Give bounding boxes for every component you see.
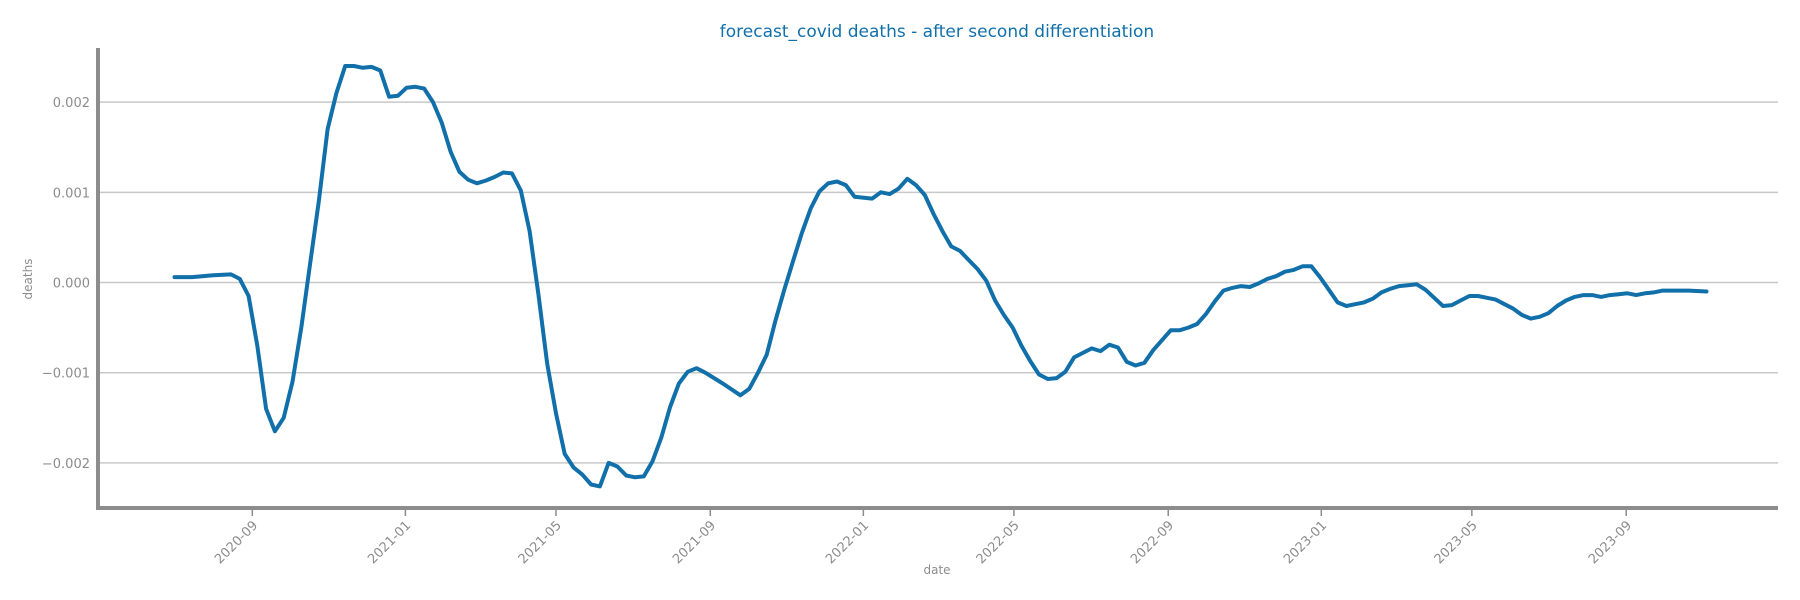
series-line	[172, 64, 1709, 489]
y-tick-labels: 0.002 0.001 0.000 −0.001 −0.002	[42, 96, 90, 472]
y-axis-label: deaths	[21, 259, 35, 300]
y-tick-label: −0.001	[42, 367, 90, 382]
chart-title: forecast_covid deaths - after second dif…	[720, 22, 1154, 42]
axes-layer	[96, 48, 1778, 516]
y-tick-label: 0.000	[53, 277, 90, 292]
y-tick-label: −0.002	[42, 457, 90, 472]
series-layer	[172, 64, 1709, 489]
x-axis-label: date	[923, 563, 950, 577]
y-tick-label: 0.002	[53, 96, 90, 111]
grid-layer	[98, 101, 1778, 464]
y-tick-label: 0.001	[53, 186, 90, 201]
